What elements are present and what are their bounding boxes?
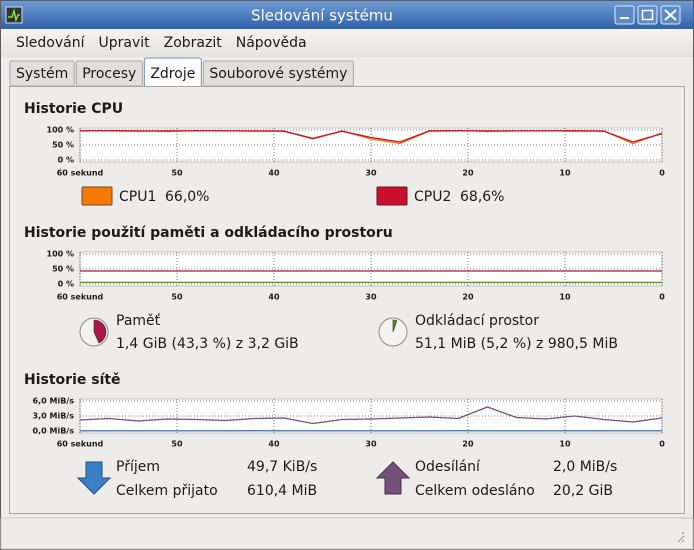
- x-tick-label: 30: [365, 293, 377, 302]
- tab[interactable]: Procesy: [75, 60, 143, 87]
- menu-item[interactable]: Nápověda: [236, 35, 307, 51]
- section-title: Historie sítě: [24, 372, 121, 388]
- x-tick-label: 20: [462, 293, 474, 302]
- menu-bar: [1, 29, 693, 57]
- usage-pie: [93, 319, 107, 344]
- section-title: Historie použití paměti a odkládacího pr…: [24, 225, 393, 241]
- receive-arrow[interactable]: [76, 461, 112, 495]
- y-tick-label: 50 %: [52, 265, 74, 274]
- tab-label: Souborové systémy: [209, 66, 347, 82]
- app-icon: [5, 6, 23, 24]
- x-tick-label: 0: [659, 293, 665, 302]
- x-tick-label: 60 sekund: [57, 440, 104, 449]
- tab[interactable]: Systém: [9, 60, 75, 87]
- y-tick-label: 0 %: [58, 156, 74, 165]
- x-tick-label: 40: [268, 440, 280, 449]
- y-tick-label: 3,0 MiB/s: [33, 412, 75, 421]
- minimize-glyph: [620, 17, 629, 19]
- x-tick-label: 20: [462, 440, 474, 449]
- x-tick-label: 50: [171, 440, 183, 449]
- x-tick-label: 30: [365, 169, 377, 178]
- cpu1-value: 66,0%: [165, 189, 209, 205]
- tab[interactable]: Zdroje: [143, 57, 202, 88]
- x-tick-label: 0: [659, 169, 665, 178]
- tab-label: Zdroje: [150, 66, 195, 82]
- cpu2-value: 68,6%: [460, 189, 504, 205]
- x-tick-label: 50: [171, 169, 183, 178]
- series-line: [79, 406, 663, 425]
- minimize-button[interactable]: [614, 5, 635, 25]
- menu-item[interactable]: Sledování: [16, 35, 86, 51]
- series-line: [79, 129, 663, 143]
- send-arrow[interactable]: [375, 461, 411, 495]
- x-tick-label: 0: [659, 440, 665, 449]
- memory-name: Paměť: [116, 313, 161, 329]
- y-tick-label: 100 %: [47, 250, 75, 259]
- x-tick-label: 30: [365, 440, 377, 449]
- y-tick-label: 0,0 MiB/s: [33, 427, 75, 436]
- memory-detail: 1,4 GiB (43,3 %) z 3,2 GiB: [116, 336, 299, 352]
- cpu1-color[interactable]: [81, 186, 113, 206]
- tab-label: Systém: [16, 66, 68, 82]
- x-tick-label: 60 sekund: [57, 293, 104, 302]
- y-tick-label: 50 %: [52, 141, 74, 150]
- maximize-glyph: [641, 9, 654, 21]
- y-tick-label: 0 %: [58, 280, 74, 289]
- x-tick-label: 20: [462, 169, 474, 178]
- send-name: Odesílání: [415, 459, 481, 475]
- cpu2-color[interactable]: [376, 186, 408, 206]
- send-rate: 2,0 MiB/s: [553, 459, 617, 475]
- x-tick-label: 40: [268, 169, 280, 178]
- title-bar: [1, 1, 693, 29]
- send-total-name: Celkem odesláno: [415, 483, 535, 499]
- x-tick-label: 10: [559, 169, 571, 178]
- status-bar: [0, 517, 694, 550]
- section-title: Historie CPU: [24, 101, 123, 117]
- x-tick-label: 50: [171, 293, 183, 302]
- y-tick-label: 6,0 MiB/s: [33, 397, 75, 406]
- receive-rate: 49,7 KiB/s: [247, 459, 317, 475]
- x-tick-label: 10: [559, 293, 571, 302]
- window-title: Sledování systému: [251, 7, 393, 25]
- tab[interactable]: Souborové systémy: [202, 60, 354, 87]
- x-tick-label: 60 sekund: [57, 169, 104, 178]
- swap-name: Odkládací prostor: [415, 313, 539, 329]
- menu-item[interactable]: Zobrazit: [164, 35, 223, 51]
- receive-total: 610,4 MiB: [247, 483, 317, 499]
- window-buttons: [614, 5, 681, 25]
- menu-item[interactable]: Upravit: [98, 35, 150, 51]
- y-tick-label: 100 %: [47, 126, 75, 135]
- cpu2-name: CPU2: [414, 189, 451, 205]
- x-tick-label: 40: [268, 293, 280, 302]
- receive-total-name: Celkem přijato: [116, 483, 218, 499]
- resize-grip: [677, 531, 685, 543]
- x-tick-label: 10: [559, 440, 571, 449]
- maximize-button[interactable]: [637, 5, 658, 25]
- cpu1-name: CPU1: [119, 189, 156, 205]
- tab-label: Procesy: [82, 66, 136, 82]
- close-glyph: [664, 9, 677, 21]
- send-total: 20,2 GiB: [553, 483, 613, 499]
- swap-detail: 51,1 MiB (5,2 %) z 980,5 MiB: [415, 336, 618, 352]
- usage-pie: [392, 319, 398, 333]
- receive-name: Příjem: [116, 459, 160, 475]
- app-icon-graph: [8, 8, 20, 23]
